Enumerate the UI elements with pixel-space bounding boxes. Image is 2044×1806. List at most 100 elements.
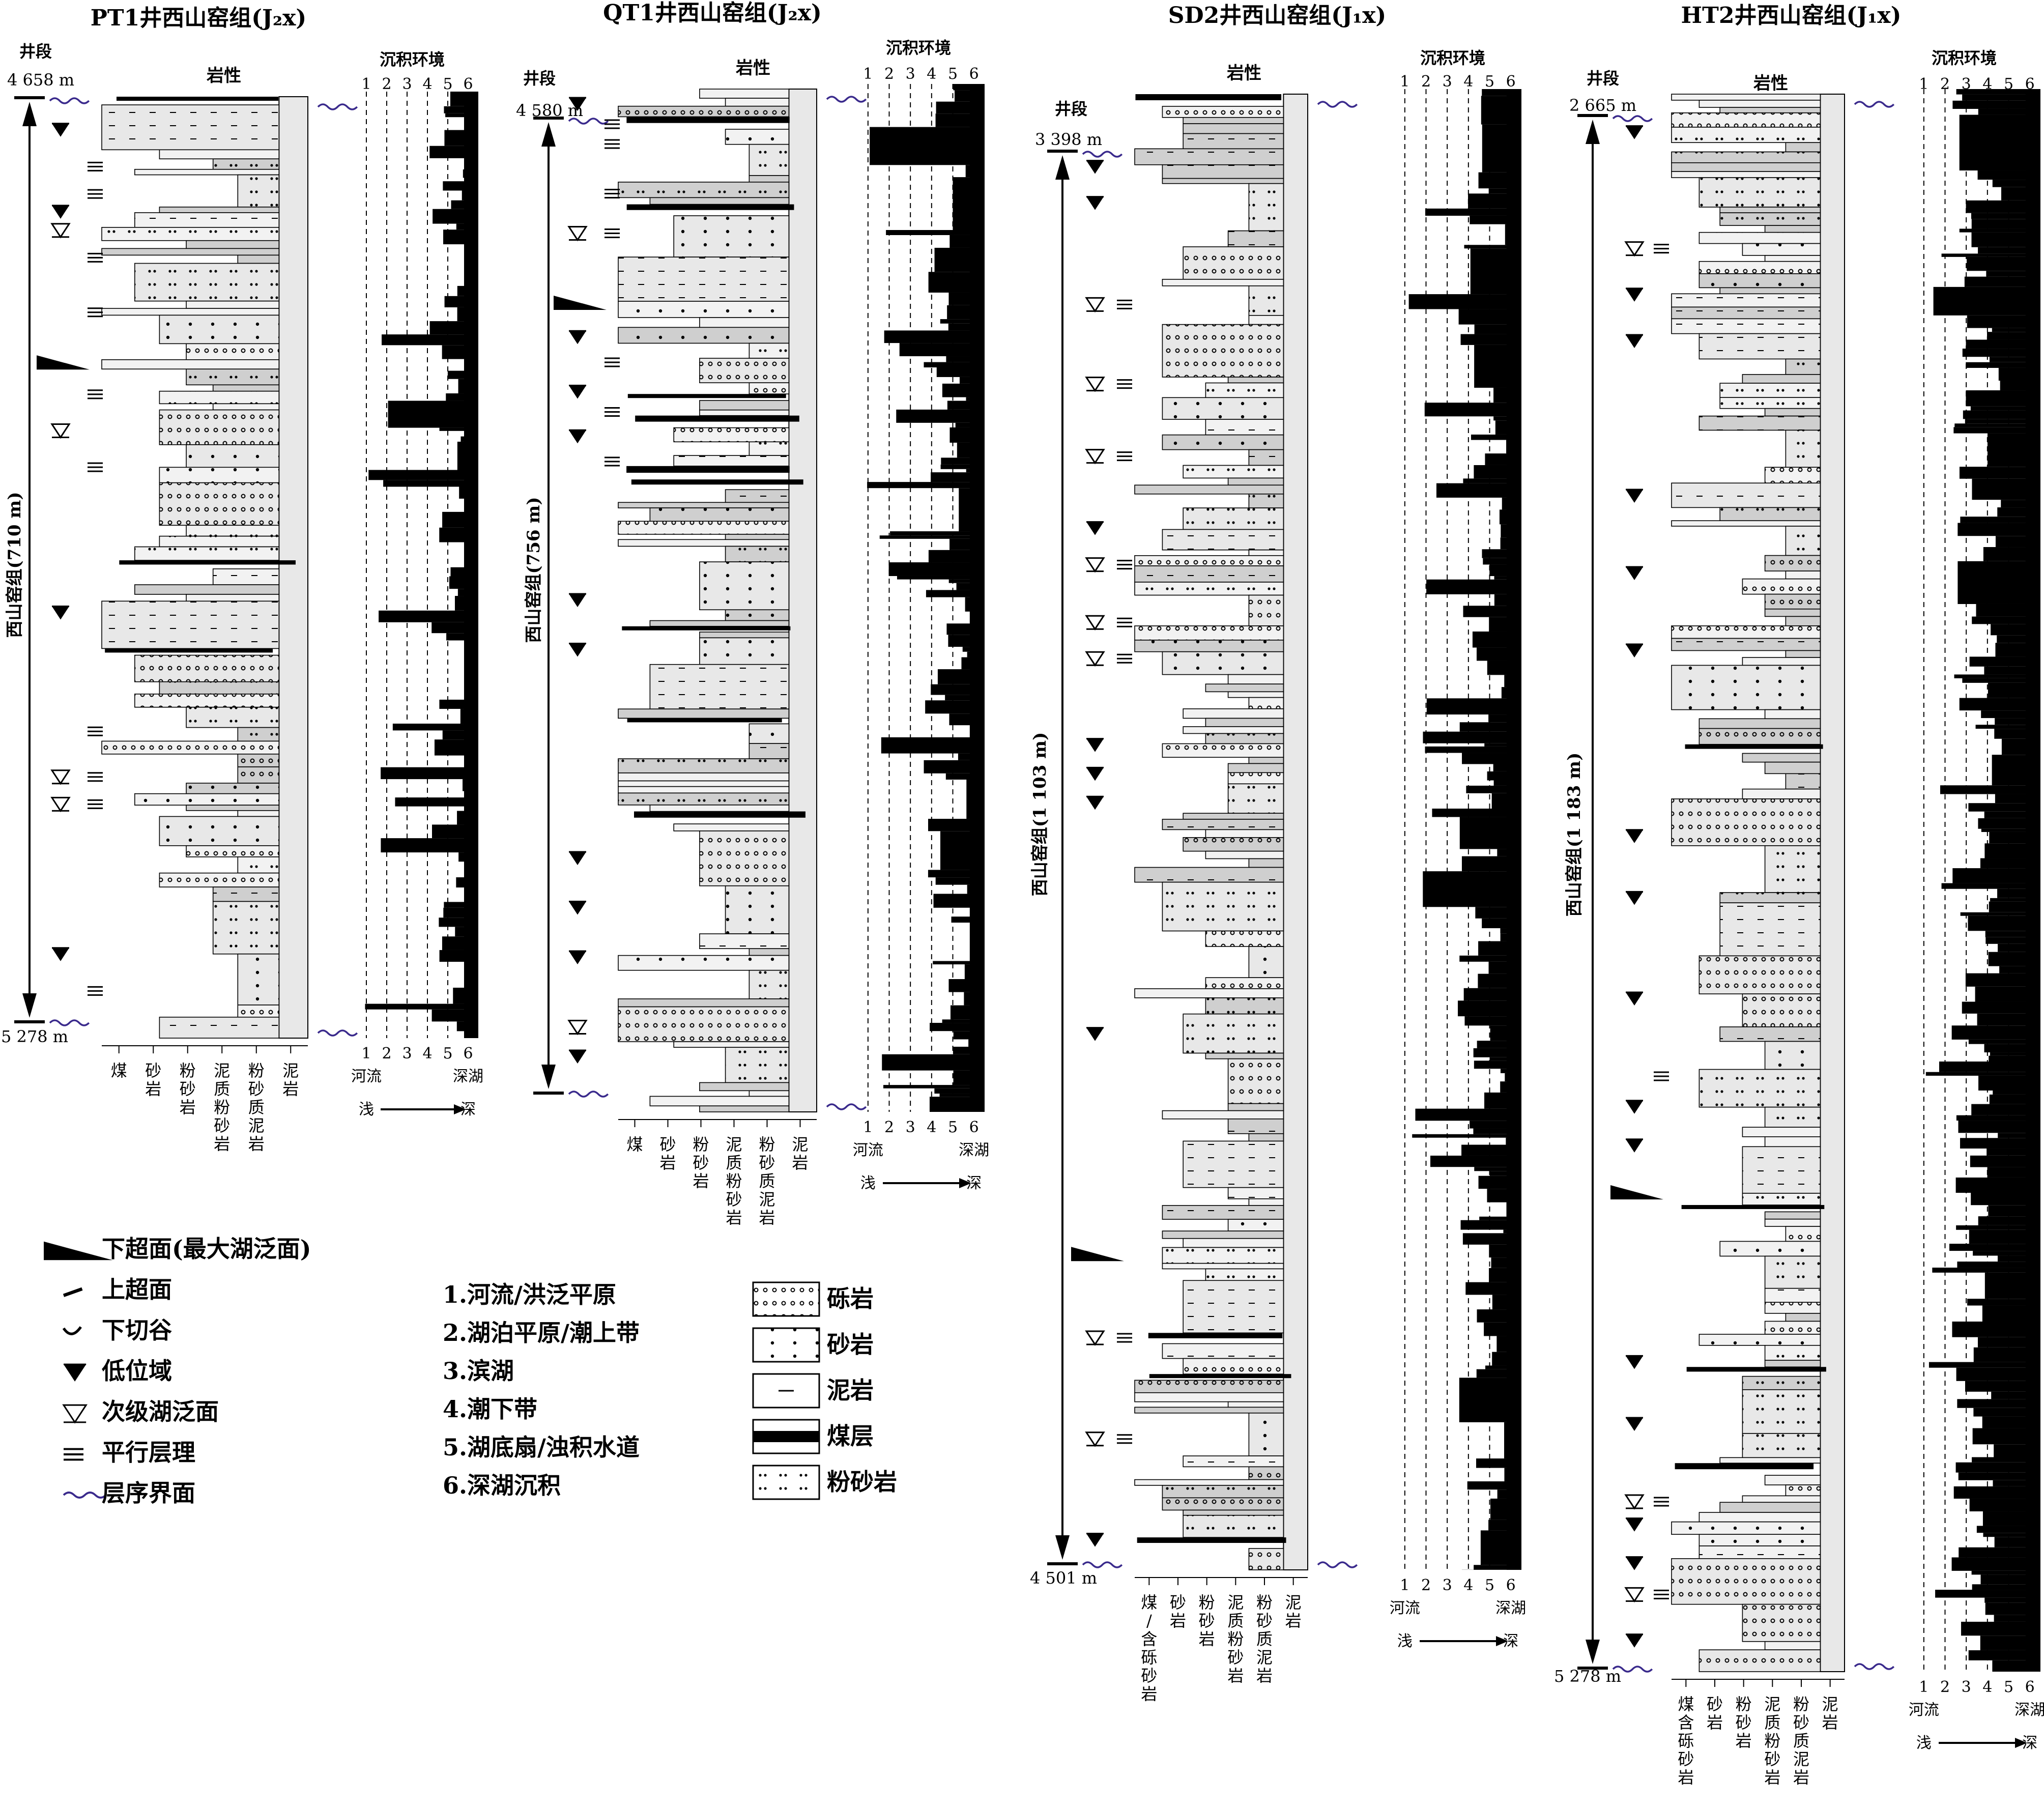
lith-axis-label-char: 砂 <box>248 1079 265 1099</box>
env-axis-bottom-label: 3 <box>402 1045 412 1063</box>
legend-pattern <box>753 1328 819 1362</box>
sequence-boundary-icon <box>1318 102 1357 107</box>
lithology-bed <box>618 502 789 508</box>
legend-environment-label: 5.湖底扇/浊积水道 <box>443 1434 640 1461</box>
lithology-bed <box>1249 1199 1283 1206</box>
lith-axis-label-char: 泥 <box>1256 1648 1273 1667</box>
lithology-bed <box>186 301 279 308</box>
lith-axis-label-char: 泥 <box>248 1116 265 1135</box>
lithology-bed <box>135 585 279 594</box>
lithology-pattern <box>618 301 789 318</box>
lowstand-icon <box>569 644 586 657</box>
environment-bar <box>1929 1362 2040 1368</box>
lithology-bed <box>1183 1239 1283 1248</box>
deep-lake-band <box>2026 89 2040 1672</box>
lithology-bed <box>1228 692 1284 697</box>
lithology-bed <box>1699 1512 1820 1522</box>
lithology-pattern <box>1228 772 1284 784</box>
column-title-qt1: QT1井西山窑组(J₂x) <box>603 0 822 26</box>
lith-axis-label-char: 岩 <box>145 1079 161 1099</box>
lithology-pattern <box>1183 1014 1283 1053</box>
lithology-bed <box>1786 650 1820 657</box>
lithology-bed <box>1742 657 1820 665</box>
lithology-bed <box>186 805 279 811</box>
lithology-bed <box>1183 118 1283 124</box>
lithology-bed <box>1672 94 1820 100</box>
lithology-bed <box>213 385 279 391</box>
lowstand-icon <box>1626 1418 1643 1431</box>
lith-axis-label-char: 砂 <box>180 1079 196 1099</box>
lithology-pattern <box>1786 430 1820 467</box>
lithology-pattern <box>1249 947 1283 978</box>
lithology-bed <box>749 176 789 182</box>
lowstand-icon <box>52 607 69 620</box>
lowstand-icon <box>1086 796 1104 810</box>
legend-symbol-label: 下超面(最大湖泛面) <box>102 1235 311 1263</box>
lithology-pattern <box>726 610 789 620</box>
lithology-pattern <box>186 343 279 359</box>
lowstand-icon <box>1626 126 1643 139</box>
lithology-pattern <box>1765 1345 1821 1360</box>
lith-axis-label-char: 岩 <box>248 1134 265 1154</box>
lithology-pattern <box>186 445 279 467</box>
lith-axis-label-char: 岩 <box>759 1208 775 1227</box>
lith-axis-label-char: 砂 <box>1764 1750 1780 1769</box>
lowstand-icon <box>1626 892 1643 905</box>
lith-axis-label-char: 粉 <box>1764 1731 1780 1751</box>
subflood-icon <box>64 1405 86 1422</box>
lithology-bed <box>1162 1231 1283 1239</box>
legend-symbol-label: 低位域 <box>102 1357 172 1385</box>
lithology-pattern <box>749 343 789 358</box>
lithology-pattern <box>1786 773 1820 789</box>
lithology-pattern <box>1135 626 1283 640</box>
coal-bed <box>634 812 805 818</box>
depth-top-sd2: 3 398 m <box>1035 130 1102 149</box>
formation-label-sd2: 西山窑组(1 103 m) <box>1030 732 1050 896</box>
lithology-bed <box>1765 409 1821 416</box>
lowstand-icon <box>64 1364 86 1382</box>
lithology-bed <box>700 1082 789 1091</box>
interval-label-pt1: 井段 <box>19 42 52 61</box>
lith-axis-label-char: 粉 <box>693 1135 709 1154</box>
lith-axis-label-char: 质 <box>214 1079 230 1099</box>
lithology-pattern <box>1699 1546 1820 1559</box>
lith-axis-label-char: 砂 <box>214 1116 230 1135</box>
env-header-ht2: 沉积环境 <box>1932 48 1997 68</box>
env-axis-bottom-label: 6 <box>969 1119 979 1136</box>
coal-bed <box>622 626 790 630</box>
env-axis-bottom-label: 4 <box>422 1045 432 1063</box>
lithology-pattern <box>1135 640 1283 652</box>
lith-axis-label-char: 砂 <box>726 1190 742 1209</box>
lithology-pattern <box>1228 231 1284 247</box>
lithology-pattern <box>1205 1269 1283 1280</box>
lithology-pattern <box>1699 274 1820 288</box>
lithology-bed <box>1672 521 1820 526</box>
lowstand-icon <box>1086 161 1104 174</box>
lithology-bed <box>1205 684 1283 692</box>
lithology-pattern <box>1720 383 1820 397</box>
lithology-pattern <box>1183 1515 1283 1537</box>
lowstand-icon <box>569 1050 586 1064</box>
lith-header-qt1: 岩性 <box>735 58 770 78</box>
lithology-pattern <box>213 887 279 901</box>
depth-top-ht2: 2 665 m <box>1569 96 1636 115</box>
legend-environment-label: 4.潮下带 <box>443 1395 537 1423</box>
lith-axis-label-char: 岩 <box>1199 1629 1215 1649</box>
lithology-pattern <box>1672 294 1820 307</box>
environment-bar <box>881 737 985 754</box>
env-shallow-label: 浅 <box>860 1174 876 1192</box>
lithology-pattern <box>1249 698 1283 709</box>
env-axis-top-label: 5 <box>2004 75 2013 93</box>
lithology-pattern <box>1183 508 1283 529</box>
lithology-pattern <box>159 483 279 526</box>
environment-bar <box>867 482 985 488</box>
interval-arrow-up <box>1586 120 1600 144</box>
lithology-pattern <box>1162 1247 1283 1263</box>
lithology-pattern <box>1162 743 1283 757</box>
lithology-pattern <box>1742 1434 1820 1457</box>
lithology-bed <box>618 999 789 1007</box>
lithology-bed <box>1162 1264 1283 1269</box>
lithology-pattern <box>726 546 789 562</box>
lowstand-icon <box>52 948 69 961</box>
lithology-pattern <box>749 724 789 743</box>
